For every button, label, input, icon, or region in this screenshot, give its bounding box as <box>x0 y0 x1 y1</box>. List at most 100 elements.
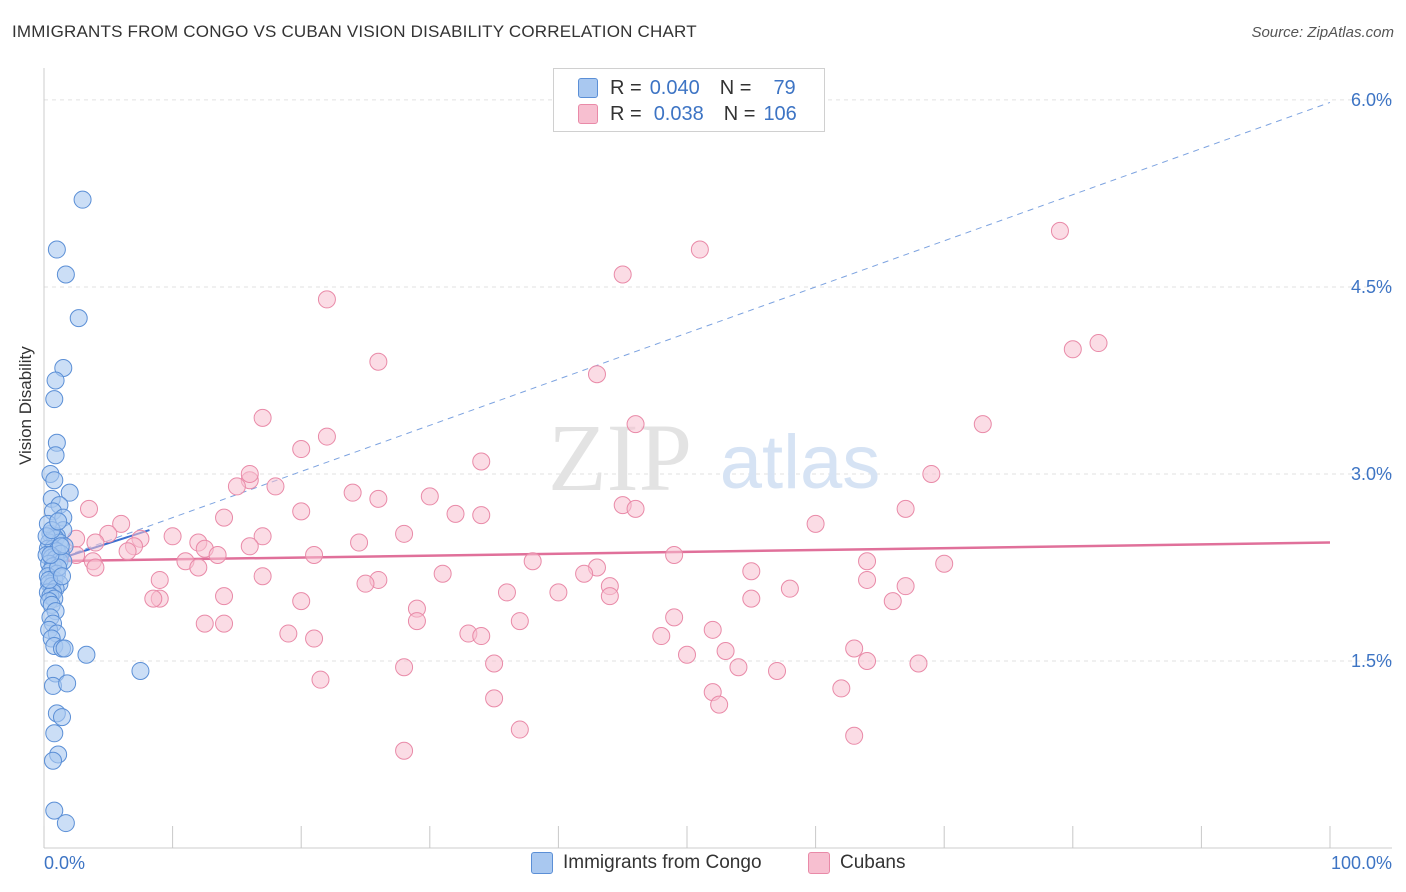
y-tick-label: 6.0% <box>1351 90 1392 110</box>
congo-point <box>56 265 75 284</box>
source-label: Source: ZipAtlas.com <box>1251 24 1394 41</box>
congo-point <box>55 639 74 658</box>
cubans-point <box>626 415 645 434</box>
bottom-legend-congo: Immigrants from Congo <box>531 850 762 876</box>
congo-point <box>47 240 66 259</box>
cubans-point <box>343 483 362 502</box>
cubans-point <box>215 587 234 606</box>
cubans-point <box>253 408 272 427</box>
congo-point <box>58 674 77 693</box>
legend-n-value: 79 <box>773 76 796 99</box>
cubans-point <box>485 689 504 708</box>
cubans-point <box>350 533 369 552</box>
cubans-point <box>549 583 568 602</box>
cubans-point <box>86 558 105 577</box>
bottom-legend-swatch-congo <box>531 852 553 874</box>
cubans-point <box>433 564 452 583</box>
cubans-point <box>208 546 227 565</box>
cubans-point <box>485 654 504 673</box>
cubans-point <box>742 589 761 608</box>
cubans-point <box>780 579 799 598</box>
cubans-point <box>305 629 324 648</box>
cubans-point <box>150 570 169 589</box>
x-tick-label-min: 0.0% <box>44 853 85 873</box>
legend-r-label: R = <box>610 76 642 99</box>
cubans-point <box>510 720 529 739</box>
cubans-point <box>317 290 336 309</box>
cubans-point <box>768 661 787 680</box>
cubans-point <box>845 726 864 745</box>
cubans-point <box>729 658 748 677</box>
congo-point <box>53 708 72 727</box>
cubans-point <box>356 574 375 593</box>
cubans-point <box>292 502 311 521</box>
cubans-point <box>215 614 234 633</box>
cubans-point <box>845 639 864 658</box>
congo-point <box>46 371 65 390</box>
cubans-point <box>369 352 388 371</box>
cubans-point <box>896 577 915 596</box>
cubans-point <box>86 533 105 552</box>
cubans-point <box>215 508 234 527</box>
cubans-point <box>1089 334 1108 353</box>
cubans-point <box>716 642 735 661</box>
cubans-point <box>742 562 761 581</box>
cubans-point <box>973 415 992 434</box>
cubans-point <box>1050 221 1069 240</box>
legend-swatch-cubans <box>578 104 598 124</box>
congo-point <box>45 801 64 820</box>
congo-point <box>69 309 88 328</box>
cubans-point <box>575 564 594 583</box>
congo-point <box>44 751 63 770</box>
cubans-point <box>279 624 298 643</box>
cubans-point <box>253 527 272 546</box>
cubans-point <box>832 679 851 698</box>
legend-box: R = 0.040 N = 79 R = 0.038 N = 106 <box>553 68 825 132</box>
cubans-trend-line <box>43 541 1331 563</box>
cubans-point <box>1063 340 1082 359</box>
congo-point <box>77 645 96 664</box>
cubans-point <box>240 537 259 556</box>
grid-lines <box>44 99 1392 662</box>
cubans-point <box>497 583 516 602</box>
legend-swatch-congo <box>578 78 598 98</box>
cubans-point <box>858 552 877 571</box>
bottom-legend-label-cubans: Cubans <box>840 852 906 873</box>
cubans-point <box>395 658 414 677</box>
cubans-point <box>369 489 388 508</box>
tick-labels: 1.5% 3.0% 4.5% 6.0% 0.0% 100.0% <box>44 90 1392 873</box>
x-tick-label-max: 100.0% <box>1331 853 1392 873</box>
cubans-point <box>446 504 465 523</box>
cubans-point <box>317 427 336 446</box>
bottom-legend-label-congo: Immigrants from Congo <box>563 852 762 873</box>
congo-point <box>45 390 64 409</box>
y-tick-label: 3.0% <box>1351 464 1392 484</box>
cubans-point <box>189 558 208 577</box>
cubans-point <box>472 452 491 471</box>
cubans-point <box>613 265 632 284</box>
cubans-point <box>587 365 606 384</box>
cubans-point <box>935 554 954 573</box>
congo-point <box>51 537 70 556</box>
chart-title: IMMIGRANTS FROM CONGO VS CUBAN VISION DI… <box>12 22 697 41</box>
congo-point <box>45 724 64 743</box>
cubans-point <box>112 514 131 533</box>
legend-n-label: N = <box>723 102 756 125</box>
cubans-point <box>472 506 491 525</box>
cubans-point <box>626 499 645 518</box>
cubans-points <box>67 221 1108 760</box>
congo-point <box>53 567 72 586</box>
cubans-point <box>407 612 426 631</box>
cubans-point <box>600 587 619 606</box>
legend-n-value: 106 <box>763 102 797 125</box>
cubans-point <box>806 514 825 533</box>
cubans-point <box>665 546 684 565</box>
cubans-point <box>896 499 915 518</box>
cubans-point <box>510 612 529 631</box>
bottom-legend-cubans: Cubans <box>808 850 906 876</box>
cubans-point <box>523 552 542 571</box>
cubans-point <box>922 464 941 483</box>
cubans-point <box>652 627 671 646</box>
cubans-point <box>395 741 414 760</box>
